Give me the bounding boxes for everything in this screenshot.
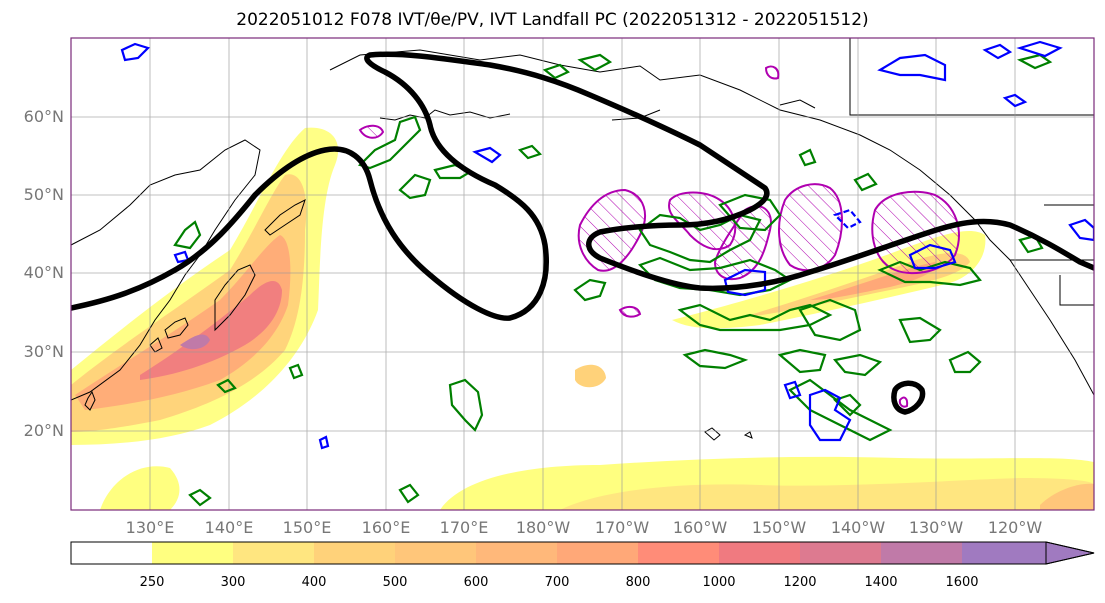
figure-title: 2022051012 F078 IVT/θe/PV, IVT Landfall … bbox=[236, 10, 869, 30]
colorbar-segment bbox=[152, 542, 233, 564]
lon-label-170e: 170°E bbox=[439, 518, 489, 537]
colorbar-segment bbox=[800, 542, 881, 564]
colorbar-segment bbox=[557, 542, 638, 564]
colorbar-tick-label: 1600 bbox=[945, 575, 979, 590]
colorbar-segment bbox=[395, 542, 476, 564]
lon-label-120w: 120°W bbox=[987, 518, 1043, 537]
lon-label-140e: 140°E bbox=[204, 518, 254, 537]
map-frame bbox=[70, 37, 1095, 511]
colorbar-segment bbox=[962, 542, 1046, 564]
colorbar-segment bbox=[71, 542, 152, 564]
colorbar-segment bbox=[314, 542, 395, 564]
lat-label-20n: 20°N bbox=[23, 421, 64, 440]
lon-label-150e: 150°E bbox=[282, 518, 332, 537]
colorbar-tick-label: 1400 bbox=[864, 575, 898, 590]
lat-label-60n: 60°N bbox=[23, 107, 64, 126]
lon-label-160w: 160°W bbox=[672, 518, 728, 537]
colorbar-tick-label: 700 bbox=[544, 575, 570, 590]
colorbar-tick-label: 800 bbox=[625, 575, 651, 590]
colorbar-segment bbox=[233, 542, 314, 564]
lat-label-50n: 50°N bbox=[23, 185, 64, 204]
colorbar-tick-label: 500 bbox=[382, 575, 408, 590]
colorbar-segment bbox=[881, 542, 962, 564]
lat-label-40n: 40°N bbox=[23, 263, 64, 282]
lon-label-160e: 160°E bbox=[361, 518, 411, 537]
lon-label-180w: 180°W bbox=[515, 518, 571, 537]
lon-label-150w: 150°W bbox=[751, 518, 807, 537]
colorbar-tick-label: 1000 bbox=[702, 575, 736, 590]
colorbar-tick-label: 300 bbox=[220, 575, 246, 590]
colorbar bbox=[70, 541, 1095, 565]
colorbar-segment bbox=[638, 542, 719, 564]
lon-label-130w: 130°W bbox=[908, 518, 964, 537]
colorbar-extend-arrow bbox=[1045, 541, 1095, 565]
colorbar-tick-label: 1200 bbox=[783, 575, 817, 590]
colorbar-segment bbox=[719, 542, 800, 564]
colorbar-tick-label: 600 bbox=[463, 575, 489, 590]
lat-label-30n: 30°N bbox=[23, 342, 64, 361]
colorbar-tick-label: 250 bbox=[139, 575, 165, 590]
gridlines bbox=[71, 38, 1094, 510]
colorbar-segment bbox=[476, 542, 557, 564]
lon-label-170w: 170°W bbox=[594, 518, 650, 537]
lon-label-130e: 130°E bbox=[125, 518, 175, 537]
ivt-landfall-pc-contours bbox=[71, 51, 1094, 415]
lon-label-140w: 140°W bbox=[830, 518, 886, 537]
colorbar-tick-label: 400 bbox=[301, 575, 327, 590]
